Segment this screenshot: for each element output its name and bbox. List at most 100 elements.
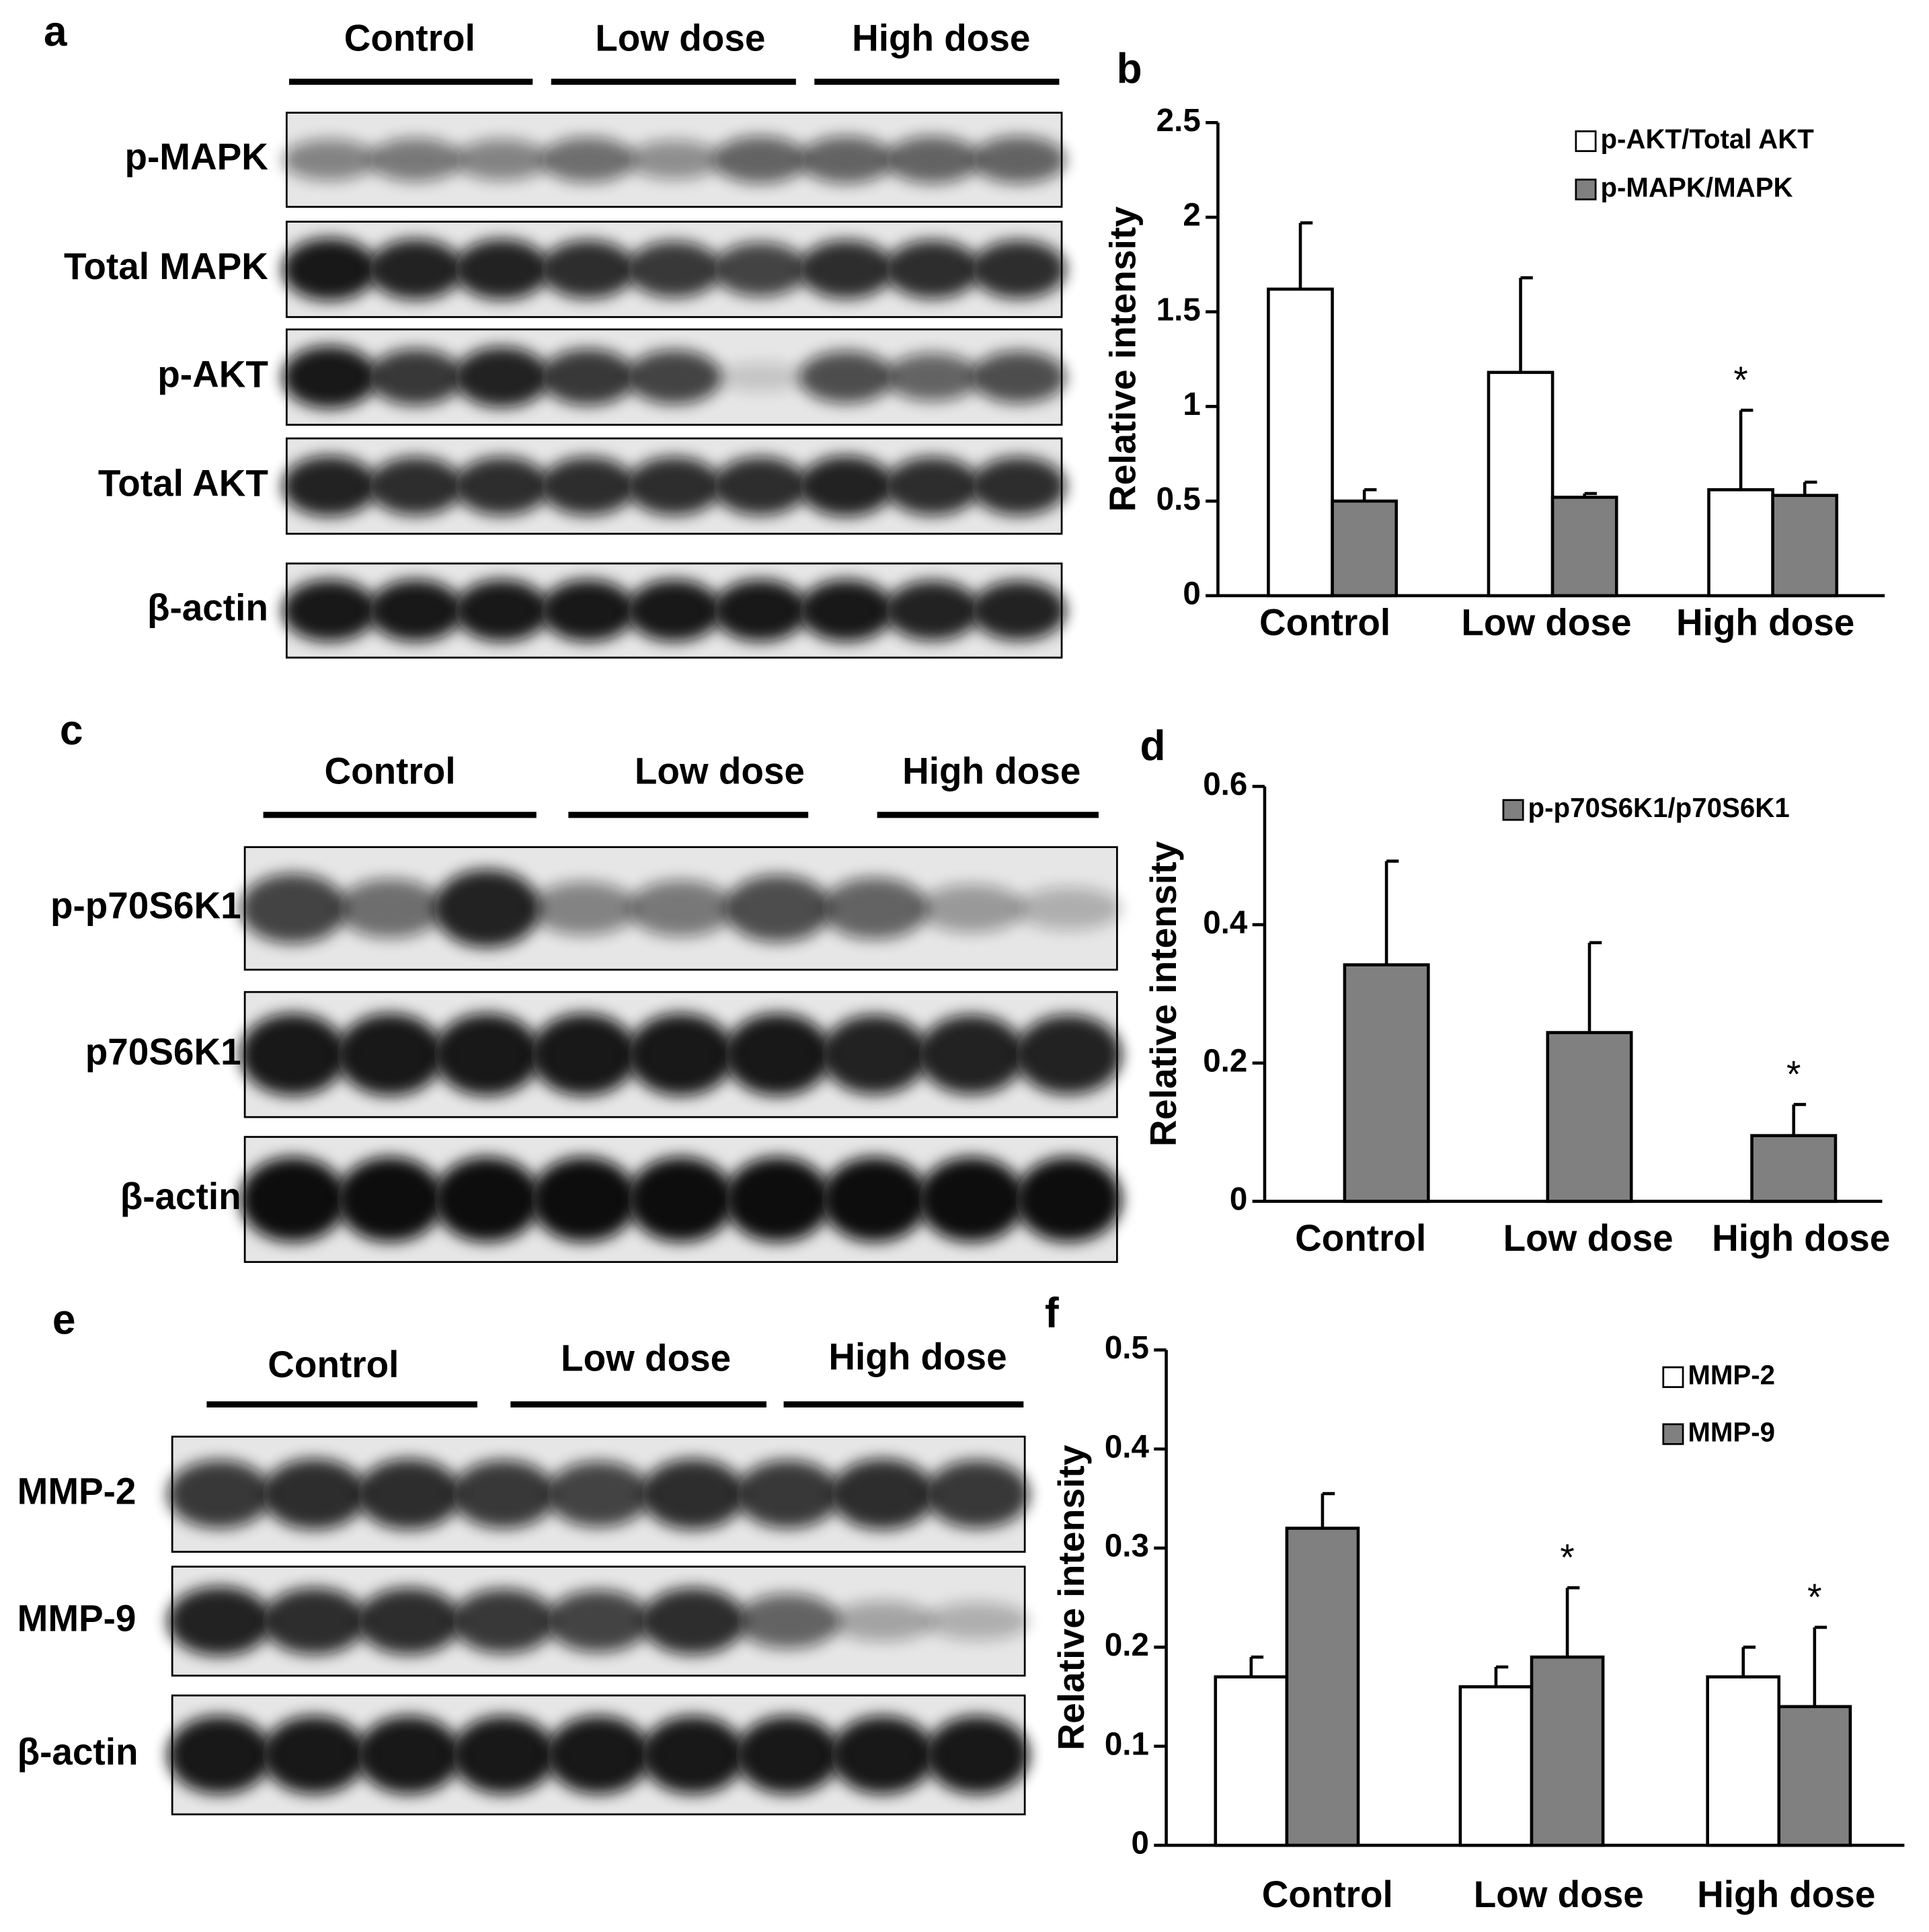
blot-band	[546, 1461, 651, 1527]
bar	[1267, 287, 1334, 598]
blot-band	[713, 457, 808, 516]
y-tick-label: 1.5	[1156, 292, 1201, 327]
x-tick-label: High dose	[1676, 601, 1854, 643]
blot-band	[830, 1600, 935, 1641]
error-bar	[1739, 408, 1754, 490]
blot-band	[918, 1015, 1025, 1095]
legend-label: p-p70S6K1/p70S6K1	[1528, 792, 1790, 823]
blot-band	[451, 1588, 556, 1654]
error-bar	[1587, 941, 1602, 1033]
legend-label: MMP-9	[1688, 1416, 1775, 1447]
legend-label: MMP-2	[1688, 1360, 1775, 1391]
error-bar	[1565, 1586, 1580, 1658]
y-tick-label: 0.1	[1105, 1726, 1149, 1762]
blot-band	[971, 457, 1066, 516]
x-tick-label: Low dose	[1461, 601, 1631, 643]
y-tick-label: 0.6	[1203, 767, 1247, 802]
blot-band	[282, 455, 377, 516]
blot-band	[641, 1459, 746, 1530]
blot-band	[530, 1013, 637, 1096]
significance-mark: *	[1560, 1537, 1574, 1578]
blot-band	[282, 579, 377, 642]
blot-band	[821, 1157, 929, 1242]
blot-band	[627, 350, 722, 405]
blot-band	[541, 579, 636, 642]
blot-band	[530, 881, 637, 935]
panel-letter: f	[1045, 1290, 1059, 1337]
y-tick-label: 0.5	[1105, 1330, 1149, 1366]
blot-band	[821, 877, 929, 939]
significance-mark: *	[1733, 359, 1747, 401]
error-bar	[1249, 1655, 1264, 1677]
group-label: Control	[268, 1344, 399, 1385]
blot-band	[337, 878, 444, 938]
blot-band	[627, 241, 722, 298]
blot-band	[885, 136, 980, 184]
blot-band	[451, 1460, 556, 1529]
blot-band	[368, 138, 463, 182]
x-tick-label: Low dose	[1474, 1873, 1644, 1915]
blot-band	[239, 1157, 347, 1242]
blot-band	[541, 137, 636, 183]
significance-mark: *	[1807, 1576, 1821, 1618]
blot-band	[368, 239, 463, 300]
blot-band	[239, 873, 347, 943]
blot-band	[282, 139, 377, 181]
blot-band	[1015, 886, 1122, 930]
blot-band	[167, 1715, 272, 1794]
blot-band	[971, 350, 1066, 403]
blot-band	[239, 1013, 347, 1096]
blot-band	[724, 1013, 832, 1096]
blot-band	[971, 240, 1066, 299]
legend-swatch	[1575, 130, 1597, 153]
blot-band	[356, 1459, 461, 1530]
blot-band	[713, 579, 808, 642]
bar	[1458, 1685, 1534, 1847]
bar	[1546, 1031, 1633, 1203]
y-tick-label: 0.4	[1203, 905, 1248, 941]
x-tick-label: Control	[1262, 1873, 1393, 1915]
blot-band	[971, 580, 1066, 641]
legend-swatch	[1575, 178, 1597, 200]
group-label: Low dose	[635, 750, 805, 791]
blot-band	[337, 1157, 444, 1242]
blot-band	[736, 1460, 840, 1529]
y-axis-title: Relative intensity	[1050, 1444, 1092, 1750]
blot-band	[627, 140, 722, 180]
blot-band	[830, 1715, 935, 1794]
group-label: Control	[324, 750, 455, 791]
bar	[1707, 488, 1774, 598]
bar	[1777, 1705, 1852, 1847]
blot-band	[455, 457, 549, 516]
row-label: MMP-9	[17, 1597, 136, 1639]
y-tick-label: 1	[1183, 387, 1200, 422]
bar	[1343, 963, 1430, 1203]
blot-band	[713, 362, 808, 392]
blot-band	[451, 1715, 556, 1794]
y-tick-label: 2	[1183, 198, 1200, 233]
row-label: p-AKT	[157, 353, 268, 395]
error-bar	[1384, 859, 1399, 965]
blot-band	[799, 350, 894, 403]
y-tick-label: 0	[1183, 576, 1200, 611]
y-tick-label: 0.5	[1156, 481, 1201, 517]
bar	[1214, 1675, 1289, 1847]
blot-band	[885, 240, 980, 299]
group-label: Control	[344, 17, 475, 59]
blot-band	[1015, 1015, 1122, 1095]
blot-band	[282, 237, 377, 301]
blot-band	[925, 1460, 1030, 1529]
blot-band	[282, 346, 377, 409]
blot-band	[799, 136, 894, 184]
blot-band	[167, 1586, 272, 1656]
panel-letter: a	[44, 9, 68, 55]
blot-band	[455, 346, 549, 408]
y-tick-label: 2.5	[1156, 103, 1201, 139]
blot-band	[713, 242, 808, 297]
group-label: High dose	[828, 1336, 1007, 1378]
blot-band	[541, 457, 636, 516]
error-bar	[1494, 1665, 1509, 1687]
blot-band	[627, 1013, 735, 1096]
bar	[1487, 371, 1554, 598]
